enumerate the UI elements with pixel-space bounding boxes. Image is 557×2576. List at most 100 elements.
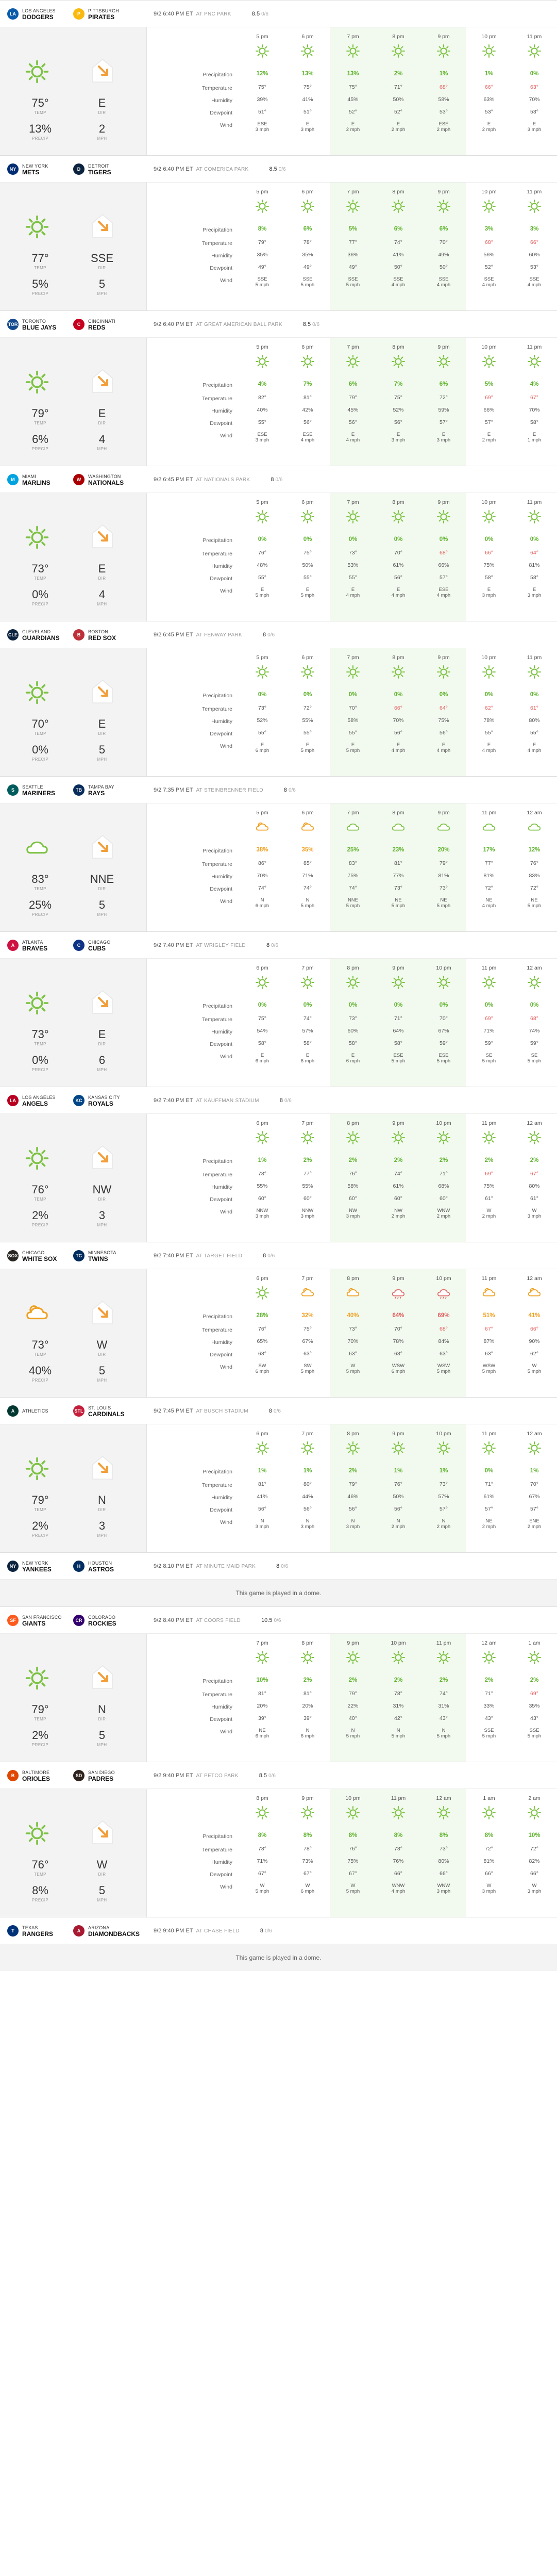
hour-column[interactable]: 11 pm 51% 67° 87% 63° WSW 5 mph	[466, 1269, 512, 1397]
venue[interactable]: at Kauffman Stadium	[196, 1097, 259, 1104]
hour-column[interactable]: 9 pm 0% 64° 75% 56° E 4 mph	[421, 648, 466, 776]
hour-column[interactable]: 10 pm 3% 68° 56% 52° SSE 4 mph	[466, 183, 512, 310]
venue[interactable]: at Busch Stadium	[196, 1408, 248, 1414]
venue[interactable]: at Target Field	[196, 1253, 243, 1259]
hour-column[interactable]: 11 pm 4% 67° 70% 58° E 1 mph	[512, 338, 557, 466]
hour-column[interactable]: 10 pm 0% 66° 75% 58° E 3 mph	[466, 493, 512, 621]
venue[interactable]: at Chase Field	[196, 1928, 240, 1934]
hour-column[interactable]: 8 pm 7% 75° 52% 56° E 3 mph	[376, 338, 421, 466]
hour-column[interactable]: 7 pm 32% 75° 67% 63° SW 5 mph	[285, 1269, 330, 1397]
away-team[interactable]: CLE Cleveland Guardians	[7, 629, 73, 641]
hour-column[interactable]: 7 pm 13% 75° 45% 52° E 2 mph	[330, 27, 376, 155]
hour-column[interactable]: 12 am 2% 67° 80% 61° W 3 mph	[512, 1114, 557, 1242]
hour-column[interactable]: 9 pm 0% 71° 64% 58° ESE 5 mph	[376, 959, 421, 1087]
away-team[interactable]: T Texas Rangers	[7, 1925, 73, 1937]
home-team[interactable]: H Houston Astros	[73, 1560, 139, 1572]
hour-column[interactable]: 6 pm 1% 81° 41% 56° N 3 mph	[240, 1424, 285, 1552]
venue[interactable]: at Steinbrenner Field	[196, 787, 263, 793]
home-team[interactable]: B Boston Red Sox	[73, 629, 139, 641]
hour-column[interactable]: 9 pm 2% 74° 61% 60° NW 2 mph	[376, 1114, 421, 1242]
hour-column[interactable]: 9 pm 6% 72° 59% 57° E 3 mph	[421, 338, 466, 466]
hour-column[interactable]: 11 pm 0% 71° 61% 57° NE 2 mph	[466, 1424, 512, 1552]
hour-column[interactable]: 9 pm 1% 68° 58% 53° ESE 2 mph	[421, 27, 466, 155]
hour-column[interactable]: 1 am 8% 72° 81% 66° W 3 mph	[466, 1789, 512, 1917]
away-team[interactable]: NY New York Mets	[7, 163, 73, 175]
hour-column[interactable]: 6 pm 1% 78° 55% 60° NNW 3 mph	[240, 1114, 285, 1242]
hour-column[interactable]: 10 pm 0% 70° 67% 59° ESE 5 mph	[421, 959, 466, 1087]
hour-column[interactable]: 11 pm 2% 74° 31% 43° N 5 mph	[421, 1634, 466, 1762]
home-team[interactable]: TB Tampa Bay Rays	[73, 784, 139, 796]
away-team[interactable]: LA Los Angeles Angels	[7, 1094, 73, 1107]
home-team[interactable]: C Chicago Cubs	[73, 939, 139, 951]
hour-column[interactable]: 10 pm 8% 76° 75% 67° W 5 mph	[330, 1789, 376, 1917]
hour-column[interactable]: 11 pm 8% 73° 76% 66° WNW 4 mph	[376, 1789, 421, 1917]
hour-column[interactable]: 7 pm 1% 80° 44% 56° N 3 mph	[285, 1424, 330, 1552]
venue[interactable]: at Wrigley Field	[196, 942, 246, 948]
hour-column[interactable]: 7 pm 6% 79° 45% 56° E 4 mph	[330, 338, 376, 466]
hour-column[interactable]: 10 pm 1% 73° 57% 57° N 2 mph	[421, 1424, 466, 1552]
hour-column[interactable]: 10 pm 0% 62° 78% 55° E 4 mph	[466, 648, 512, 776]
hour-column[interactable]: 11 pm 0% 61° 80% 55° E 4 mph	[512, 648, 557, 776]
hour-column[interactable]: 6 pm 7% 81° 42% 56° ESE 4 mph	[285, 338, 330, 466]
venue[interactable]: at Comerica Park	[196, 166, 249, 172]
away-team[interactable]: S Seattle Mariners	[7, 784, 73, 796]
home-team[interactable]: A Arizona Diamondbacks	[73, 1925, 140, 1937]
hour-column[interactable]: 8 pm 2% 81° 20% 39° N 6 mph	[285, 1634, 330, 1762]
hour-column[interactable]: 10 pm 2% 71° 68% 60° WNW 2 mph	[421, 1114, 466, 1242]
hour-column[interactable]: 5 pm 38% 86° 70% 74° N 6 mph	[240, 803, 285, 931]
hour-column[interactable]: 8 pm 2% 79° 46% 56° N 3 mph	[330, 1424, 376, 1552]
hour-column[interactable]: 6 pm 13% 75° 41% 51° E 3 mph	[285, 27, 330, 155]
hour-column[interactable]: 11 pm 3% 66° 60% 53° SSE 4 mph	[512, 183, 557, 310]
hour-column[interactable]: 5 pm 4% 82° 40% 55° ESE 3 mph	[240, 338, 285, 466]
hour-column[interactable]: 9 pm 6% 70° 49% 50° SSE 4 mph	[421, 183, 466, 310]
away-team[interactable]: TOR Toronto Blue Jays	[7, 318, 73, 331]
home-team[interactable]: SD San Diego Padres	[73, 1769, 139, 1782]
home-team[interactable]: W Washington Nationals	[73, 473, 139, 486]
hour-column[interactable]: 7 pm 0% 74° 57% 58° E 6 mph	[285, 959, 330, 1087]
hour-column[interactable]: 7 pm 5% 77° 36% 49° SSE 5 mph	[330, 183, 376, 310]
hour-column[interactable]: 7 pm 0% 73° 53% 55° E 4 mph	[330, 493, 376, 621]
hour-column[interactable]: 7 pm 25% 83° 75% 74° NNE 5 mph	[330, 803, 376, 931]
hour-column[interactable]: 8 pm 0% 73° 60% 58° E 6 mph	[330, 959, 376, 1087]
hour-column[interactable]: 12 am 8% 73° 80% 66° WNW 3 mph	[421, 1789, 466, 1917]
away-team[interactable]: LA Los Angeles Dodgers	[7, 8, 73, 20]
hour-column[interactable]: 7 pm 10% 81° 20% 39° NE 6 mph	[240, 1634, 285, 1762]
hour-column[interactable]: 8 pm 6% 74° 41% 50° SSE 4 mph	[376, 183, 421, 310]
venue[interactable]: at Fenway Park	[196, 632, 243, 638]
hour-column[interactable]: 8 pm 40% 73° 70% 63° W 5 mph	[330, 1269, 376, 1397]
away-team[interactable]: NY New York Yankees	[7, 1560, 73, 1572]
hour-column[interactable]: 9 pm 0% 68° 66% 57° ESE 4 mph	[421, 493, 466, 621]
hour-column[interactable]: 8 pm 0% 70° 61% 56° E 4 mph	[376, 493, 421, 621]
hour-column[interactable]: 7 pm 2% 77° 55% 60° NNW 3 mph	[285, 1114, 330, 1242]
venue[interactable]: at Nationals Park	[196, 477, 250, 483]
home-team[interactable]: CR Colorado Rockies	[73, 1614, 139, 1627]
hour-column[interactable]: 6 pm 0% 75° 50% 55° E 5 mph	[285, 493, 330, 621]
venue[interactable]: at Minute Maid Park	[196, 1563, 256, 1569]
hour-column[interactable]: 7 pm 0% 70° 58% 55° E 5 mph	[330, 648, 376, 776]
hour-column[interactable]: 1 am 2% 69° 35% 43° SSE 5 mph	[512, 1634, 557, 1762]
venue[interactable]: at Coors Field	[196, 1617, 241, 1623]
hour-column[interactable]: 12 am 1% 70° 67% 57° ENE 2 mph	[512, 1424, 557, 1552]
hour-column[interactable]: 11 pm 0% 69° 71% 59° SE 5 mph	[466, 959, 512, 1087]
hour-column[interactable]: 8 pm 8% 78° 71% 67° W 5 mph	[240, 1789, 285, 1917]
hour-column[interactable]: 11 pm 17% 77° 81% 72° NE 4 mph	[466, 803, 512, 931]
hour-column[interactable]: 6 pm 6% 78° 35% 49° SSE 5 mph	[285, 183, 330, 310]
hour-column[interactable]: 8 pm 0% 66° 70% 56° E 4 mph	[376, 648, 421, 776]
hour-column[interactable]: 5 pm 0% 73° 52% 55° E 6 mph	[240, 648, 285, 776]
hour-column[interactable]: 9 pm 64% 70° 78% 63° WSW 6 mph	[376, 1269, 421, 1397]
venue[interactable]: at Petco Park	[196, 1773, 239, 1779]
hour-column[interactable]: 12 am 12% 76° 83% 72° NE 5 mph	[512, 803, 557, 931]
venue[interactable]: at Great American Ball Park	[196, 321, 282, 327]
away-team[interactable]: B Baltimore Orioles	[7, 1769, 73, 1782]
hour-column[interactable]: 8 pm 2% 76° 58% 60° NW 3 mph	[330, 1114, 376, 1242]
hour-column[interactable]: 2 am 10% 72° 82% 66° W 3 mph	[512, 1789, 557, 1917]
hour-column[interactable]: 11 pm 0% 64° 81% 58° E 3 mph	[512, 493, 557, 621]
hour-column[interactable]: 12 am 41% 66° 90% 62° W 5 mph	[512, 1269, 557, 1397]
hour-column[interactable]: 8 pm 2% 71° 50% 52° E 2 mph	[376, 27, 421, 155]
hour-column[interactable]: 5 pm 8% 79° 35% 49° SSE 5 mph	[240, 183, 285, 310]
away-team[interactable]: SF San Francisco Giants	[7, 1614, 73, 1627]
venue[interactable]: at PNC Park	[196, 11, 231, 17]
hour-column[interactable]: 12 am 2% 71° 33% 43° SSE 5 mph	[466, 1634, 512, 1762]
hour-column[interactable]: 11 pm 2% 69° 75% 61° W 2 mph	[466, 1114, 512, 1242]
hour-column[interactable]: 6 pm 28% 76° 65% 63° SW 6 mph	[240, 1269, 285, 1397]
